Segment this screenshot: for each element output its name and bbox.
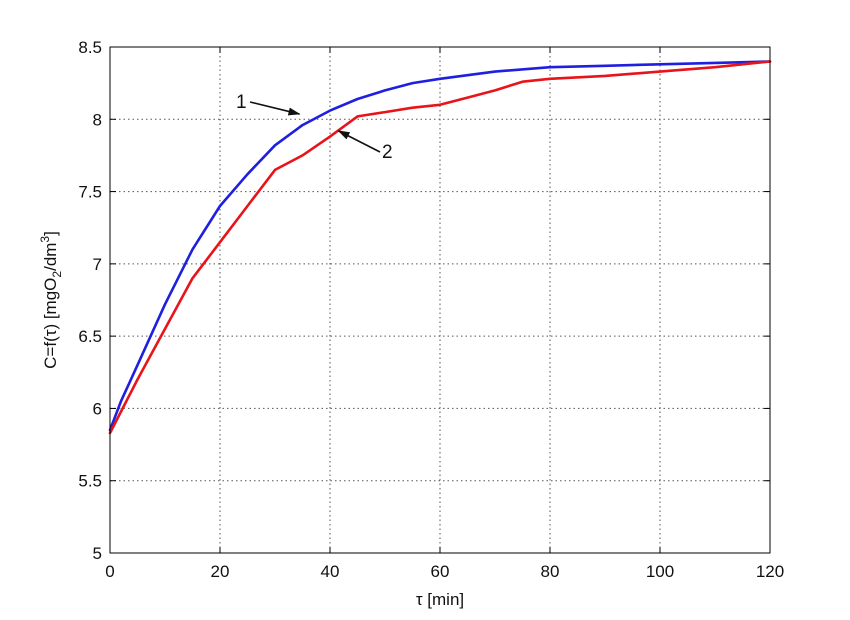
x-tick-label: 0	[105, 562, 114, 581]
y-tick-label: 6.5	[78, 327, 102, 346]
y-axis-label-sub: 2	[50, 271, 64, 278]
y-tick-label: 6	[93, 399, 102, 418]
x-tick-label: 100	[646, 562, 674, 581]
annotation-label-2: 2	[382, 142, 393, 163]
y-tick-label: 5.5	[78, 472, 102, 491]
y-axis-label: C=f(τ) [mgO2/dm3]	[38, 231, 64, 369]
x-tick-label: 20	[211, 562, 230, 581]
y-tick-label: 8	[93, 110, 102, 129]
y-tick-label: 7	[93, 255, 102, 274]
x-tick-label: 80	[541, 562, 560, 581]
y-tick-label: 5	[93, 544, 102, 563]
series-line-2	[108, 60, 772, 435]
annotation-label-1: 1	[236, 92, 247, 113]
grid	[110, 47, 770, 553]
y-axis-label-sup: 3	[38, 236, 52, 243]
y-tick-label: 8.5	[78, 38, 102, 57]
x-tick-label: 40	[321, 562, 340, 581]
y-axis-label-suffix: ]	[41, 231, 60, 236]
annotations: 12	[236, 92, 393, 163]
series-layer	[108, 60, 772, 435]
x-tick-label: 60	[431, 562, 450, 581]
x-axis-label: τ [min]	[416, 590, 464, 609]
annotation-arrow-2	[337, 130, 381, 153]
annotation-arrow-1	[249, 101, 301, 116]
y-axis-label-prefix: C=f(τ) [mgO	[41, 278, 60, 369]
y-axis-label-mid: /dm	[41, 243, 60, 271]
series-line-1	[108, 60, 772, 432]
x-tick-label: 120	[756, 562, 784, 581]
y-tick-label: 7.5	[78, 183, 102, 202]
ticks: 0 20 40 60 80 100 120 5 5.5 6 6.5 7 7.5 8 8.5	[78, 38, 784, 581]
